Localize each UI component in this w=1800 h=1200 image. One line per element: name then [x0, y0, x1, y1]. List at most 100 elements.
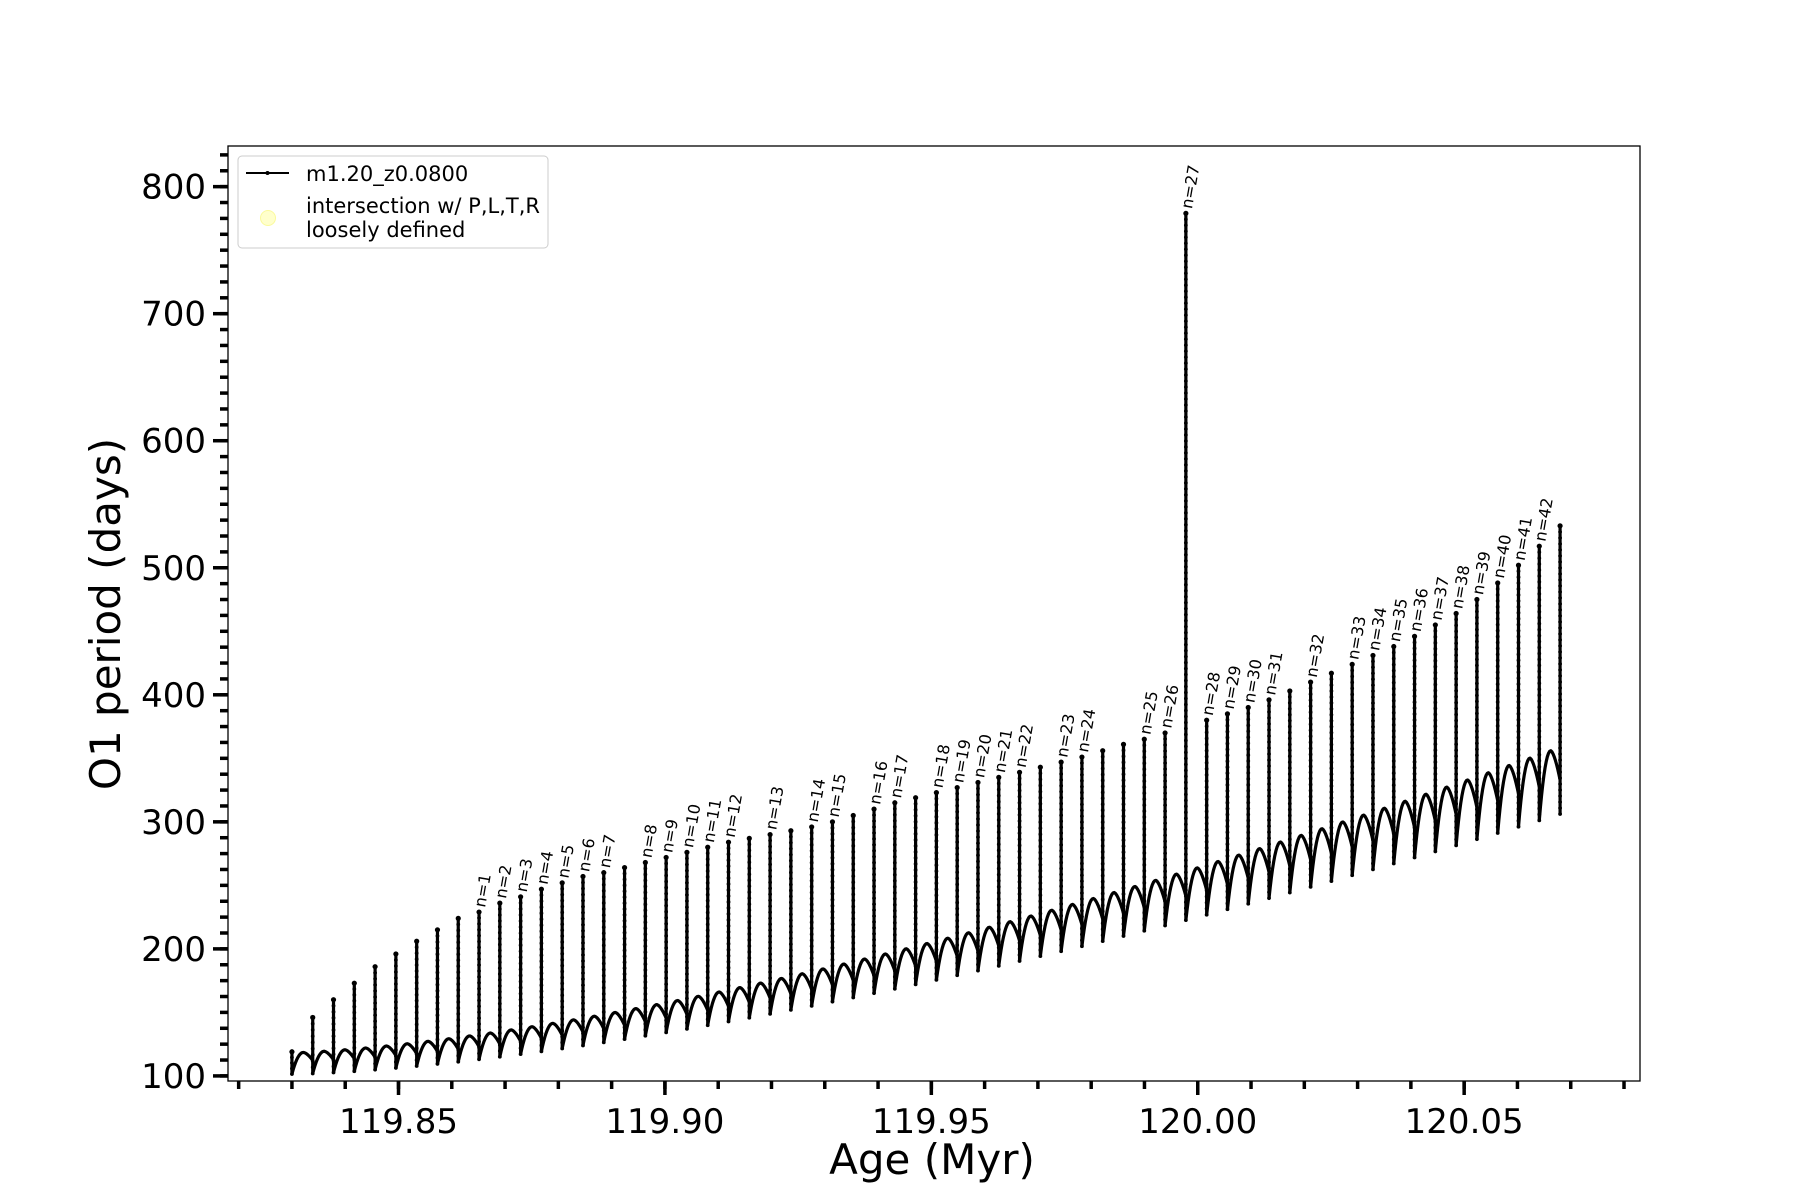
series-point: [518, 931, 523, 936]
series-point: [1183, 319, 1188, 324]
pulse-segment: [810, 826, 834, 1008]
series-point: [913, 849, 918, 854]
series-point: [913, 868, 918, 872]
pulse-segment: [1246, 707, 1271, 906]
pulse-peak-point: [1370, 652, 1376, 659]
series-point: [352, 1034, 357, 1038]
series-point: [1059, 783, 1064, 788]
series-point: [414, 986, 419, 991]
series-point: [809, 914, 814, 919]
series-point: [892, 896, 897, 901]
series-point: [1204, 900, 1209, 905]
series-point: [1516, 604, 1521, 609]
series-point: [310, 1028, 315, 1032]
series-point: [1537, 681, 1542, 686]
series-point: [1183, 367, 1188, 371]
series-point: [435, 1001, 440, 1005]
series-point: [1412, 742, 1417, 746]
series-point: [1454, 671, 1459, 675]
series-point: [705, 851, 710, 856]
series-point: [456, 1047, 461, 1052]
series-point: [1391, 662, 1396, 667]
series-point: [747, 854, 752, 859]
series-point: [1287, 730, 1292, 735]
series-point: [581, 1037, 585, 1042]
series-point: [1308, 776, 1313, 781]
series-point: [1391, 698, 1396, 703]
series-point: [872, 860, 876, 865]
series-point: [1080, 879, 1084, 884]
series-point: [414, 1028, 419, 1033]
pulse-peak-point: [705, 844, 711, 850]
series-point: [976, 877, 980, 882]
pulse-segment: [1184, 213, 1209, 922]
series-point: [705, 857, 710, 862]
series-point: [809, 884, 814, 889]
series-point: [726, 965, 731, 970]
series-point: [1183, 666, 1188, 671]
series-point: [705, 928, 710, 933]
series-point: [892, 860, 897, 865]
series-point: [1412, 777, 1417, 782]
series-point: [1183, 684, 1188, 689]
series-point: [1454, 831, 1459, 836]
series-point: [1183, 546, 1188, 551]
series-point: [1204, 785, 1209, 789]
series-point: [1308, 884, 1313, 889]
series-point: [1038, 820, 1043, 824]
series-point: [1495, 670, 1500, 675]
series-point: [539, 899, 544, 904]
series-point: [1558, 668, 1562, 672]
series-point: [331, 1009, 336, 1014]
series-point: [788, 984, 793, 988]
series-point: [934, 814, 939, 819]
pulse-segment: [539, 889, 564, 1053]
series-point: [1246, 806, 1251, 811]
series-point: [1516, 789, 1521, 793]
series-point: [726, 894, 731, 898]
x-axis: 119.85 119.90 119.95 120.00 120.05: [236, 1081, 1626, 1142]
series-point: [1246, 776, 1251, 781]
series-point: [393, 1024, 398, 1028]
series-point: [435, 940, 440, 944]
series-point: [1183, 882, 1188, 887]
series-point: [830, 945, 835, 950]
series-point: [1516, 783, 1521, 788]
series-point: [934, 965, 939, 970]
pulse-segment: [872, 809, 897, 995]
series-point: [726, 1007, 731, 1012]
series-point: [872, 943, 876, 948]
series-point: [768, 1011, 772, 1016]
series-point: [1204, 821, 1209, 826]
series-point: [1391, 728, 1396, 733]
series-point: [1142, 755, 1147, 760]
series-point: [1475, 837, 1479, 842]
series-point: [477, 933, 481, 938]
series-point: [726, 912, 731, 916]
series-point: [955, 937, 960, 941]
series-point: [643, 938, 648, 943]
series-point: [872, 848, 876, 853]
series-point: [851, 837, 856, 842]
series-point: [1183, 373, 1188, 377]
series-point: [1537, 675, 1542, 680]
series-point: [913, 813, 918, 818]
series-point: [1350, 716, 1355, 721]
series-point: [1100, 879, 1105, 884]
pulse-peak-point: [518, 894, 524, 900]
series-point: [1537, 746, 1542, 751]
series-point: [1495, 646, 1500, 651]
series-point: [685, 880, 689, 885]
series-point: [1204, 773, 1209, 777]
series-point: [1454, 795, 1459, 800]
series-point: [1475, 657, 1479, 662]
series-point: [435, 1049, 440, 1054]
series-point: [892, 938, 897, 943]
series-point: [747, 866, 752, 871]
series-point: [955, 924, 960, 929]
x-tick-label: 119.85: [339, 1102, 458, 1142]
series-point: [622, 966, 627, 971]
series-point: [747, 896, 752, 901]
series-point: [622, 889, 627, 894]
series-point: [976, 938, 980, 943]
